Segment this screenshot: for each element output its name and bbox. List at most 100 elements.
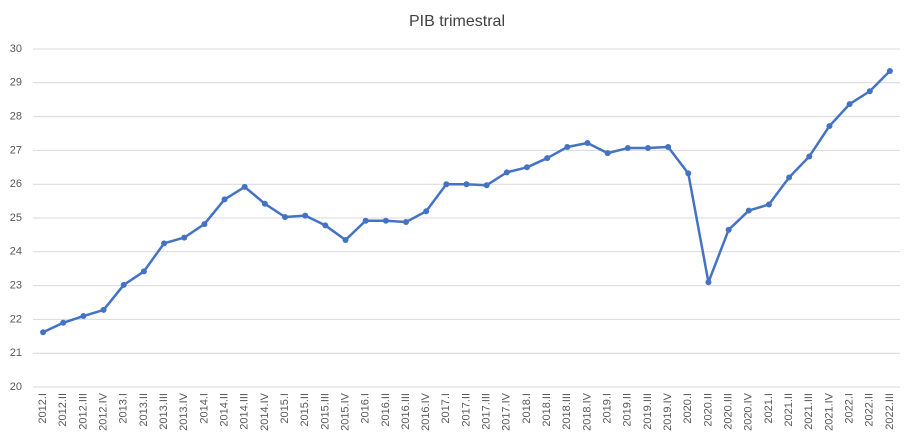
x-tick-label: 2015.III [319,393,331,430]
x-tick-label: 2016.IV [420,392,432,431]
data-point [544,155,551,162]
x-tick-label: 2014.IV [259,392,271,431]
data-point [503,169,510,176]
y-tick-label: 28 [10,111,22,123]
data-point [100,306,107,313]
x-tick-label: 2017.IV [501,392,513,431]
data-point [806,153,813,160]
x-tick-label: 2012.II [57,393,69,427]
data-point [443,181,450,188]
data-point [584,139,591,146]
data-point [705,279,712,286]
y-tick-label: 27 [10,144,22,156]
data-point [221,196,228,203]
data-point [604,150,611,157]
x-tick-label: 2012.I [37,393,49,424]
data-point [40,329,47,336]
x-tick-label: 2021.II [783,393,795,427]
data-point [60,319,67,326]
x-tick-label: 2018.II [541,393,553,427]
x-tick-label: 2021.III [803,393,815,430]
data-point [846,101,853,108]
data-point [866,88,873,95]
x-tick-label: 2020.IV [743,392,755,431]
x-tick-label: 2016.III [400,393,412,430]
x-tick-label: 2022.II [864,393,876,427]
x-tick-label: 2013.IV [178,392,190,431]
y-tick-label: 23 [10,280,22,292]
data-point [261,200,268,207]
x-tick-label: 2018.I [521,393,533,424]
x-tick-label: 2019.I [602,393,614,424]
x-tick-label: 2015.II [299,393,311,427]
data-point [463,181,470,188]
x-tick-label: 2013.II [138,393,150,427]
x-tick-label: 2014.I [198,393,210,424]
data-point [140,268,147,275]
data-point [765,201,772,208]
x-tick-label: 2015.IV [339,392,351,431]
x-tick-label: 2016.I [360,393,372,424]
y-tick-label: 22 [10,313,22,325]
x-tick-label: 2022.III [884,393,896,430]
x-tick-label: 2021.I [763,393,775,424]
x-tick-label: 2017.III [481,393,493,430]
x-tick-label: 2017.II [460,393,472,427]
x-tick-label: 2014.III [239,393,251,430]
x-tick-label: 2017.I [440,393,452,424]
x-tick-label: 2020.I [682,393,694,424]
data-point [282,213,289,220]
data-point [665,144,672,151]
data-point [362,217,369,224]
data-point [201,221,208,228]
x-tick-label: 2019.III [642,393,654,430]
data-point [423,208,430,215]
data-point [241,183,248,190]
data-point [644,145,651,152]
data-point [886,67,893,74]
data-point [564,144,571,151]
y-tick-label: 21 [10,347,22,359]
y-tick-label: 25 [10,212,22,224]
x-tick-label: 2020.III [723,393,735,430]
data-point [80,313,87,320]
x-tick-label: 2012.III [77,393,89,430]
data-point [161,240,168,247]
data-point [120,281,127,288]
data-point [523,164,530,171]
x-tick-label: 2013.III [158,393,170,430]
x-tick-label: 2018.IV [581,392,593,431]
data-point [342,236,349,243]
x-tick-label: 2020.II [702,393,714,427]
y-tick-label: 26 [10,178,22,190]
data-point [483,182,490,189]
data-point [322,222,329,229]
x-tick-label: 2018.III [561,393,573,430]
y-tick-label: 20 [10,381,22,393]
data-point [725,226,732,233]
x-tick-label: 2022.I [843,393,855,424]
data-point [826,123,833,130]
data-point [181,234,188,241]
x-tick-label: 2019.II [622,393,634,427]
y-tick-label: 30 [10,43,22,55]
data-point [382,217,389,224]
x-tick-label: 2014.II [218,393,230,427]
x-tick-label: 2013.I [118,393,130,424]
chart-title: PIB trimestral [409,13,505,30]
x-tick-label: 2015.I [279,393,291,424]
data-point [745,207,752,214]
data-point [302,212,309,219]
x-tick-label: 2012.IV [97,392,109,431]
data-point [403,219,410,226]
data-point [786,174,793,181]
x-tick-label: 2021.IV [823,392,835,431]
data-point [624,145,631,152]
y-tick-label: 29 [10,77,22,89]
x-tick-label: 2016.II [380,393,392,427]
x-tick-label: 2019.IV [662,392,674,431]
data-point [685,170,692,177]
y-tick-label: 24 [10,246,22,258]
